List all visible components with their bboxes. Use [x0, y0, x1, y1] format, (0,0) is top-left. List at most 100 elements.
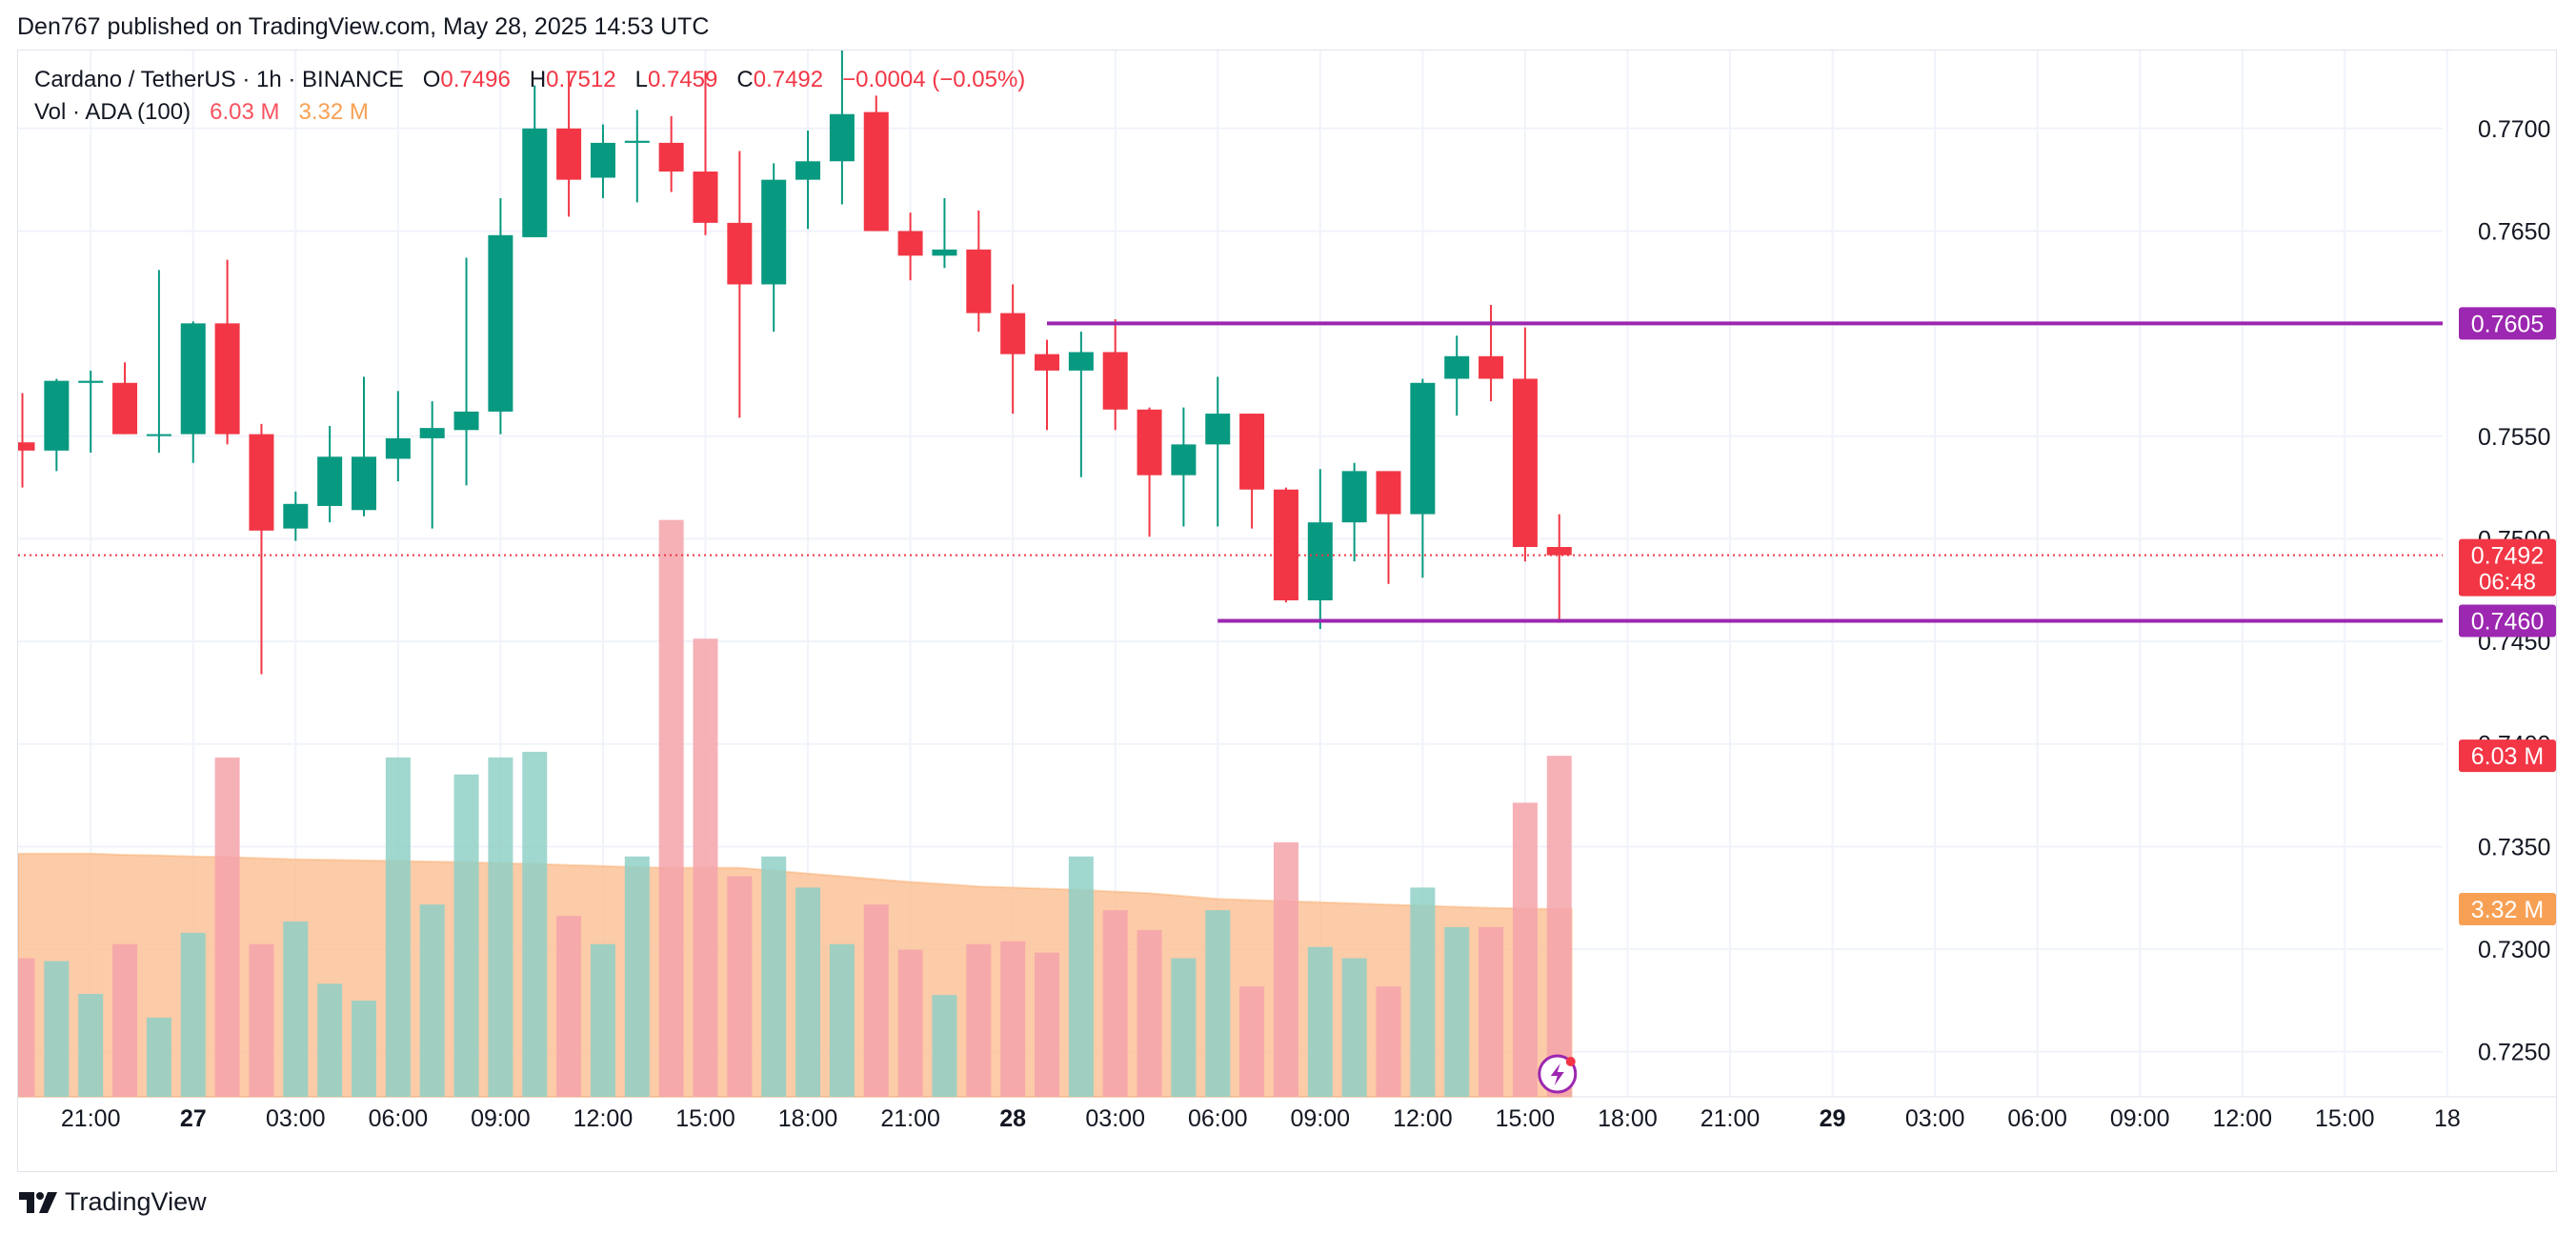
published-caption: Den767 published on TradingView.com, May…: [17, 13, 710, 40]
candle-body: [1205, 414, 1231, 445]
volume-badge: [2459, 739, 2556, 773]
volume-label: Vol · ADA (100): [34, 99, 191, 125]
low-label: L: [634, 67, 648, 92]
time-tick-label: 18:00: [778, 1105, 838, 1132]
volume-bar: [761, 856, 787, 1097]
high-value: 0.7512: [546, 67, 616, 92]
time-tick-label: 09:00: [471, 1105, 531, 1132]
volume-bar: [283, 921, 309, 1097]
candle-body: [1479, 355, 1504, 379]
symbol-title: Cardano / TetherUS · 1h · BINANCE: [34, 67, 404, 92]
volume-bar: [352, 1001, 376, 1097]
volume-bar: [829, 943, 855, 1097]
candle-body: [1341, 471, 1367, 523]
time-tick-label: 15:00: [1496, 1105, 1556, 1132]
candle-body: [1035, 354, 1059, 371]
candle-body: [932, 249, 957, 256]
tradingview-logo-icon: [19, 1191, 57, 1213]
volume-bar: [419, 904, 445, 1097]
candle-body: [18, 442, 35, 451]
time-tick-label: 27: [180, 1105, 207, 1132]
tradingview-brand: TradingView: [65, 1187, 207, 1216]
volume-bar: [1102, 910, 1128, 1097]
candle-body: [352, 456, 376, 511]
candle-body: [1512, 378, 1538, 548]
level-badge-text: 0.7605: [2471, 311, 2544, 337]
low-value: 0.7459: [647, 67, 718, 92]
volume-bar: [556, 916, 582, 1097]
price-tick-label: 0.7350: [2478, 834, 2550, 860]
volume-bar: [1479, 926, 1504, 1097]
volume-bar: [1376, 986, 1401, 1097]
volume-badge-text: 6.03 M: [2471, 743, 2544, 770]
volume-bar: [1273, 841, 1298, 1097]
candle-body: [283, 503, 309, 529]
time-tick-label: 12:00: [2212, 1105, 2272, 1132]
candle-body: [1376, 471, 1401, 515]
volume-bar: [18, 958, 35, 1097]
candle-body: [556, 128, 582, 180]
candle-body: [453, 411, 479, 431]
volume-bar: [1444, 926, 1470, 1097]
candle-body: [1307, 522, 1333, 600]
volume-legend[interactable]: Vol · ADA (100) 6.03 M 3.32 M: [34, 99, 369, 126]
candle-body: [1239, 414, 1265, 490]
volume-bar: [488, 757, 513, 1097]
time-tick-label: 15:00: [2315, 1105, 2375, 1132]
candle-body: [112, 382, 138, 435]
volume-bar: [1000, 941, 1026, 1097]
volume-bar: [146, 1017, 171, 1097]
volume-bar: [624, 856, 650, 1097]
time-axis: 21:00 27 03:00 06:00 09:00 12:00 15:00 18:00 21:…: [61, 1105, 2461, 1132]
candle-body: [180, 323, 206, 435]
candle-body: [1171, 444, 1197, 476]
candle-body: [214, 323, 240, 435]
price-tick-label: 0.7300: [2478, 937, 2550, 963]
horizontal-levels: [18, 321, 2443, 623]
volume-bar: [44, 961, 70, 1097]
time-tick-label: 06:00: [2007, 1105, 2067, 1132]
candle-body: [1137, 409, 1162, 476]
volume-bar: [932, 995, 957, 1097]
open-label: O: [422, 67, 441, 92]
last-price-badge-text: 0.7492: [2471, 543, 2544, 570]
price-tick-label: 0.7250: [2478, 1040, 2550, 1066]
candle-body: [829, 113, 855, 162]
candle-body: [624, 140, 650, 143]
symbol-legend[interactable]: Cardano / TetherUS · 1h · BINANCE O0.749…: [34, 67, 1025, 93]
volume-bar: [317, 983, 343, 1097]
volume-bar: [897, 949, 923, 1097]
open-value: 0.7496: [440, 67, 511, 92]
volume-bar: [727, 876, 753, 1097]
volume-bar: [658, 519, 684, 1097]
lightning-dot-icon: [1565, 1057, 1576, 1066]
candle-body: [419, 428, 445, 438]
volume-ma-badge: [2459, 892, 2556, 925]
volume-bar: [522, 751, 548, 1097]
volume-bar: [214, 757, 240, 1097]
candle-body: [1410, 382, 1436, 515]
candle-body: [727, 222, 753, 285]
candle-body: [488, 234, 513, 412]
candle-body: [795, 161, 821, 180]
tradingview-logo[interactable]: TradingView: [19, 1187, 207, 1217]
time-tick-label: 06:00: [369, 1105, 429, 1132]
volume-bar: [1307, 946, 1333, 1097]
candle-body: [658, 142, 684, 172]
time-tick-label: 09:00: [1291, 1105, 1351, 1132]
volume-value: 6.03 M: [210, 99, 280, 125]
time-tick-label: 29: [1820, 1105, 1846, 1132]
candlestick-chart[interactable]: 0.77000.76500.75500.75000.74500.74000.73…: [18, 51, 2556, 1171]
candle-body: [249, 434, 274, 531]
time-tick-label: 28: [999, 1105, 1026, 1132]
high-label: H: [529, 67, 547, 92]
candle-body: [966, 249, 992, 314]
last-price-badge: [2459, 538, 2556, 597]
volume-ma-value: 3.32 M: [298, 99, 369, 125]
candle-body: [1102, 352, 1128, 410]
change-value: −0.0004 (−0.05%): [842, 67, 1026, 92]
chart-frame[interactable]: 0.77000.76500.75500.75000.74500.74000.73…: [17, 50, 2557, 1172]
volume-bar: [863, 904, 889, 1097]
time-tick-label: 21:00: [61, 1105, 121, 1132]
candle-body: [44, 380, 70, 451]
